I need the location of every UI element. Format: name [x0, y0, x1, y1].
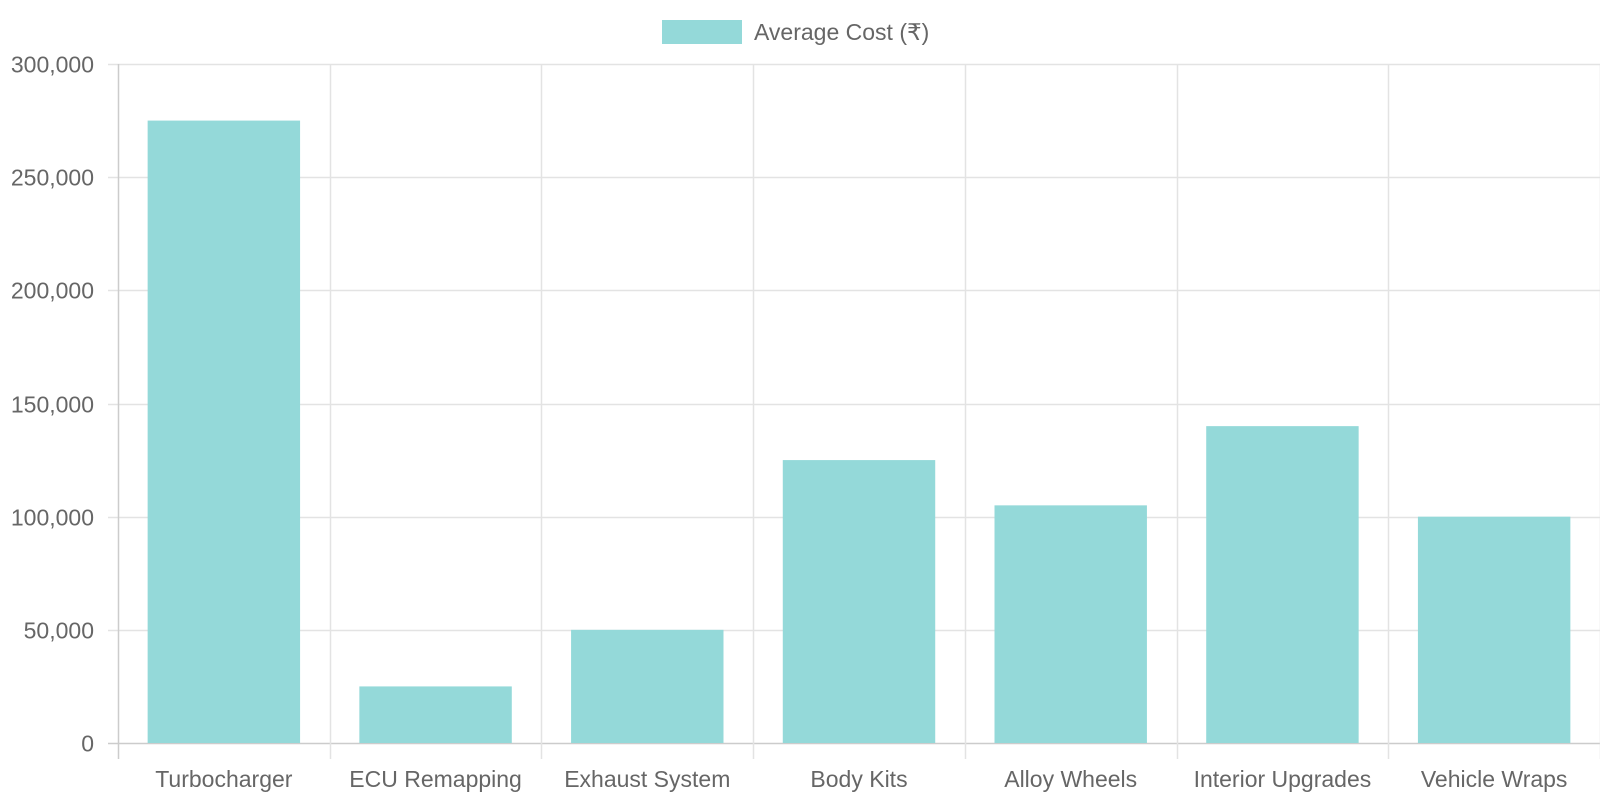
- x-tick-label: Exhaust System: [564, 766, 730, 792]
- x-tick-label: Interior Upgrades: [1194, 766, 1372, 792]
- bar-vehicle-wraps[interactable]: [1417, 516, 1571, 743]
- y-tick-label: 100,000: [11, 505, 94, 531]
- y-tick-label: 300,000: [11, 52, 94, 78]
- axes: 0 50,000 100,000 150,000 200,000 250,000 300,0…: [11, 52, 1568, 793]
- bar-turbocharger[interactable]: [147, 120, 301, 744]
- y-tick-label: 150,000: [11, 392, 94, 418]
- bar-ecu-remapping[interactable]: [359, 686, 512, 743]
- x-tick-label: ECU Remapping: [349, 766, 522, 792]
- bars: [147, 120, 1571, 744]
- bar-alloy-wheels[interactable]: [994, 505, 1147, 743]
- legend-label[interactable]: Average Cost (₹): [754, 19, 929, 45]
- x-tick-label: Vehicle Wraps: [1421, 766, 1568, 792]
- grid-lines: [108, 63, 1600, 759]
- bar-interior-upgrades[interactable]: [1206, 426, 1359, 743]
- legend[interactable]: Average Cost (₹): [662, 19, 929, 45]
- y-tick-label: 250,000: [11, 165, 94, 191]
- bar-exhaust-system[interactable]: [571, 629, 724, 743]
- legend-swatch[interactable]: [662, 20, 742, 44]
- bar-body-kits[interactable]: [782, 460, 936, 743]
- x-tick-label: Turbocharger: [155, 766, 293, 792]
- x-tick-label: Alloy Wheels: [1004, 766, 1137, 792]
- x-tick-label: Body Kits: [810, 766, 907, 792]
- y-tick-label: 50,000: [24, 618, 94, 644]
- y-tick-label: 0: [81, 731, 94, 757]
- y-tick-label: 200,000: [11, 278, 94, 304]
